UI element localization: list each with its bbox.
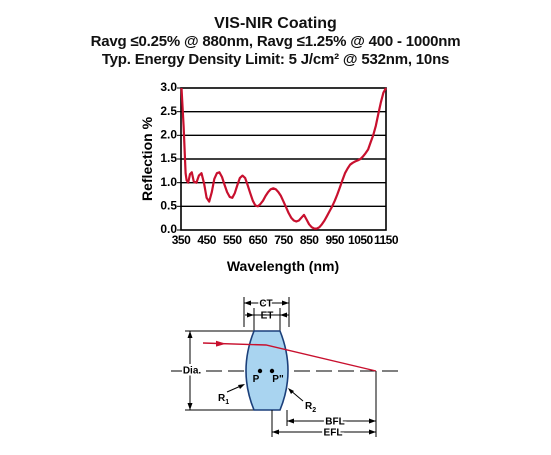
r2-label: R2 bbox=[305, 401, 316, 414]
y-tick-labels: 0.0 0.5 1.0 1.5 2.0 2.5 3.0 bbox=[160, 80, 181, 236]
x-tick-label: 750 bbox=[274, 233, 293, 247]
chart-title: VIS-NIR Coating bbox=[214, 15, 337, 32]
y-tick-label: 1.0 bbox=[160, 175, 177, 189]
ct-arrow-left bbox=[244, 300, 251, 306]
x-tick-label: 650 bbox=[249, 233, 268, 247]
principal-point-p-prime bbox=[269, 368, 275, 374]
chart-title-block: VIS-NIR Coating Ravg ≤0.25% @ 880nm, Rav… bbox=[0, 14, 551, 69]
reflection-chart: 0.0 0.5 1.0 1.5 2.0 2.5 3.0 350 450 550 650 750 850… bbox=[139, 80, 400, 274]
ct-arrow-right bbox=[282, 300, 289, 306]
et-arrow-right bbox=[280, 312, 287, 318]
y-tick-label: 2.0 bbox=[160, 128, 177, 142]
chart-subtitle-energy: Typ. Energy Density Limit: 5 J/cm² @ 532… bbox=[101, 51, 450, 68]
bfl-label: BFL bbox=[325, 417, 344, 428]
efl-arrow-left bbox=[272, 429, 279, 435]
lens-diagram: CT ET Dia. P P" R1 R2 BFL EFL bbox=[171, 297, 402, 441]
x-tick-label: 450 bbox=[197, 233, 216, 247]
y-tick-label: 1.5 bbox=[160, 151, 177, 165]
x-tick-label: 850 bbox=[300, 233, 319, 247]
principal-point-p bbox=[257, 368, 263, 374]
dia-arrow-top bbox=[187, 331, 193, 338]
p-prime-label: P" bbox=[272, 374, 284, 385]
et-label: ET bbox=[261, 311, 274, 322]
reflection-curve bbox=[180, 87, 387, 230]
dia-label: Dia. bbox=[183, 366, 202, 377]
efl-label: EFL bbox=[324, 428, 343, 439]
y-tick-label: 2.5 bbox=[160, 104, 177, 118]
x-tick-labels: 350 450 550 650 750 850 950 1050 1150 bbox=[172, 233, 400, 247]
x-axis-label: Wavelength (nm) bbox=[227, 258, 339, 274]
r2-arrowhead bbox=[288, 388, 294, 394]
ct-label: CT bbox=[259, 299, 272, 310]
x-tick-label: 950 bbox=[325, 233, 344, 247]
light-ray bbox=[202, 342, 377, 372]
x-tick-label: 1050 bbox=[348, 233, 374, 247]
y-axis-label: Reflection % bbox=[139, 116, 155, 201]
x-tick-label: 550 bbox=[223, 233, 242, 247]
chart-grid bbox=[181, 110, 386, 208]
bfl-arrow-left bbox=[287, 418, 294, 424]
r1-arrowhead bbox=[238, 384, 245, 389]
et-arrow-left bbox=[247, 312, 254, 318]
y-tick-label: 0.5 bbox=[160, 199, 177, 213]
r1-label: R1 bbox=[218, 393, 229, 406]
p-label: P bbox=[253, 374, 260, 385]
dia-arrow-bottom bbox=[187, 403, 193, 410]
lens-body bbox=[245, 330, 289, 411]
efl-arrow-right bbox=[369, 429, 376, 435]
chart-subtitle-specs: Ravg ≤0.25% @ 880nm, Ravg ≤1.25% @ 400 -… bbox=[90, 33, 461, 50]
y-tick-label: 0.0 bbox=[160, 222, 177, 236]
y-tick-label: 3.0 bbox=[160, 80, 177, 94]
x-tick-label: 350 bbox=[172, 233, 191, 247]
ray-arrowhead bbox=[216, 340, 226, 347]
x-tick-label: 1150 bbox=[374, 233, 399, 247]
bfl-arrow-right bbox=[369, 418, 376, 424]
